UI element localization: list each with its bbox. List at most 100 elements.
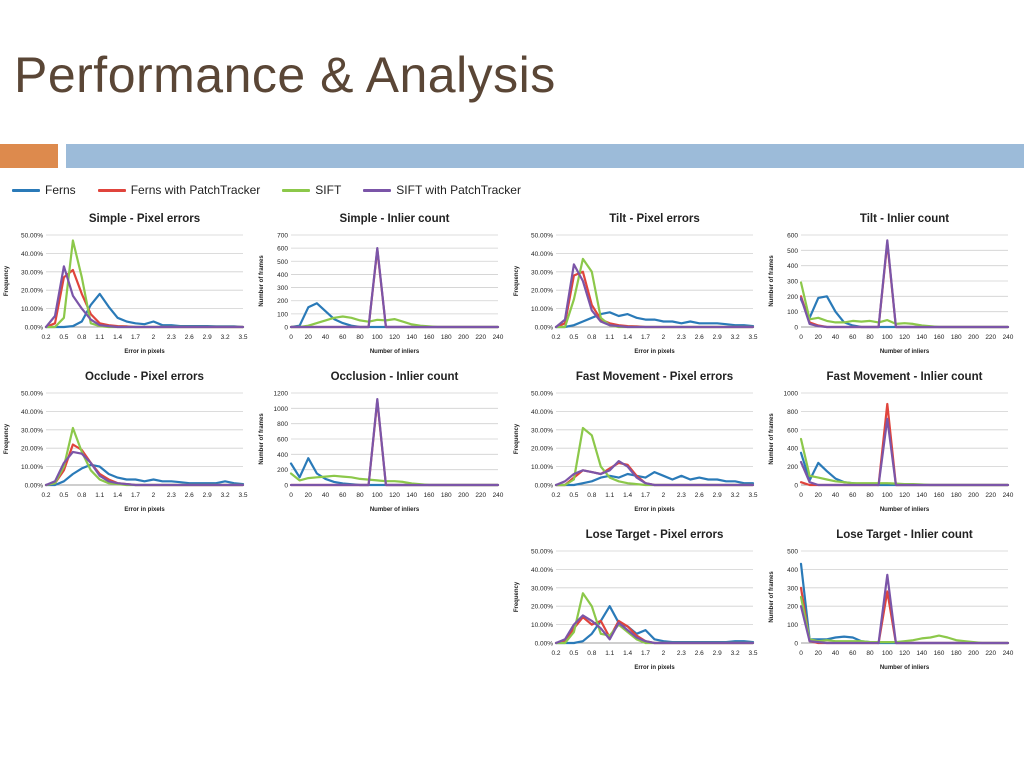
y-tick-label: 10.00%	[21, 306, 43, 313]
series-line-sift-with-patchtracker	[799, 417, 1010, 487]
x-tick-label: 100	[882, 334, 893, 341]
y-axis-title: Frequency	[514, 581, 520, 612]
series-line-sift-with-patchtracker	[289, 397, 500, 487]
y-tick-label: 100	[787, 622, 798, 629]
x-tick-label: 0.2	[551, 492, 560, 499]
y-tick-label: 40.00%	[531, 251, 553, 258]
y-tick-label: 50.00%	[531, 233, 553, 240]
x-axis-title: Error in pixels	[124, 349, 165, 355]
chart-occlusion-inlier-count: Occlusion - Inlier count0200400600800100…	[259, 371, 504, 513]
y-tick-label: 20.00%	[531, 288, 553, 295]
series-line-sift-with-patchtracker	[44, 265, 245, 329]
chart-title: Tilt - Inlier count	[860, 213, 949, 225]
y-tick-label: 0.00%	[535, 483, 554, 490]
series-line-ferns	[554, 470, 755, 487]
x-tick-label: 1.4	[113, 334, 122, 341]
x-tick-label: 120	[389, 334, 400, 341]
x-tick-label: 0.8	[587, 334, 596, 341]
x-tick-label: 220	[985, 492, 996, 499]
y-tick-label: 30.00%	[21, 427, 43, 434]
series-line-ferns-with-patchtracker	[44, 443, 245, 487]
x-tick-label: 0	[289, 492, 293, 499]
x-tick-label: 2	[152, 492, 156, 499]
x-axis-title: Number of inliers	[370, 349, 420, 355]
x-tick-label: 200	[968, 492, 979, 499]
x-tick-label: 220	[985, 334, 996, 341]
x-tick-label: 0.2	[551, 334, 560, 341]
x-tick-label: 3.2	[221, 492, 230, 499]
x-axis-title: Error in pixels	[634, 665, 675, 671]
y-tick-label: 20.00%	[531, 604, 553, 611]
y-tick-label: 400	[787, 263, 798, 270]
x-axis-title: Number of inliers	[880, 507, 930, 513]
series-line-sift	[289, 315, 500, 329]
series-line-ferns-with-patchtracker	[799, 241, 1010, 329]
x-tick-label: 200	[458, 492, 469, 499]
x-tick-label: 2.9	[713, 492, 722, 499]
y-axis-title: Number of frames	[259, 413, 265, 465]
y-tick-label: 30.00%	[531, 585, 553, 592]
x-tick-label: 160	[424, 492, 435, 499]
x-tick-label: 1.4	[623, 650, 632, 657]
y-tick-label: 0	[284, 325, 288, 332]
y-tick-label: 0	[794, 325, 798, 332]
series-line-sift	[799, 437, 1010, 487]
x-axis-title: Number of inliers	[370, 507, 420, 513]
series-line-sift-with-patchtracker	[44, 450, 245, 487]
x-tick-label: 1.7	[641, 334, 650, 341]
y-tick-label: 10.00%	[531, 306, 553, 313]
x-tick-label: 100	[882, 492, 893, 499]
x-tick-label: 2.6	[695, 334, 704, 341]
y-tick-label: 300	[787, 279, 798, 286]
y-tick-label: 0.00%	[25, 483, 44, 490]
chart-title: Simple - Inlier count	[340, 213, 450, 225]
y-tick-label: 40.00%	[21, 251, 43, 258]
x-tick-label: 3.2	[221, 334, 230, 341]
y-tick-label: 20.00%	[21, 288, 43, 295]
series-line-sift-with-patchtracker	[799, 573, 1010, 645]
y-tick-label: 200	[787, 294, 798, 301]
y-axis-title: Number of frames	[259, 255, 265, 307]
x-axis-title: Error in pixels	[634, 507, 675, 513]
y-tick-label: 1000	[274, 406, 289, 413]
x-axis-title: Error in pixels	[124, 507, 165, 513]
y-tick-label: 0	[794, 641, 798, 648]
x-tick-label: 200	[458, 334, 469, 341]
x-tick-label: 0	[799, 650, 803, 657]
chart-title: Occlude - Pixel errors	[85, 371, 204, 383]
y-tick-label: 100	[787, 309, 798, 316]
x-tick-label: 0.5	[59, 334, 68, 341]
x-tick-label: 3.5	[748, 492, 757, 499]
y-tick-label: 40.00%	[531, 409, 553, 416]
y-tick-label: 30.00%	[531, 427, 553, 434]
chart-grid: Simple - Pixel errors 0.00% 10.00% 20.00% 30…	[0, 200, 1024, 680]
accent-bar-blue	[66, 144, 1024, 168]
y-tick-label: 700	[277, 233, 288, 240]
series-line-sift	[44, 426, 245, 487]
chart-simple-inlier-count: Simple - Inlier count0100200300400500600…	[259, 213, 504, 355]
series-line-sift	[289, 472, 500, 487]
y-tick-label: 0.00%	[535, 641, 554, 648]
series-line-ferns-with-patchtracker	[799, 586, 1010, 645]
x-tick-label: 20	[305, 492, 313, 499]
y-tick-label: 1200	[274, 391, 289, 398]
x-tick-label: 2.9	[203, 334, 212, 341]
x-tick-label: 0.5	[569, 492, 578, 499]
x-tick-label: 0	[799, 334, 803, 341]
x-tick-label: 2.6	[185, 334, 194, 341]
legend-swatch-sift-patchtracker	[363, 188, 392, 192]
series-line-ferns	[799, 562, 1010, 645]
x-tick-label: 1.7	[641, 650, 650, 657]
y-tick-label: 200	[277, 467, 288, 474]
series-line-sift-with-patchtracker	[799, 239, 1010, 329]
x-tick-label: 3.5	[238, 334, 247, 341]
x-tick-label: 80	[866, 492, 874, 499]
x-tick-label: 80	[356, 334, 364, 341]
chart-fast-movement-inlier-count: Fast Movement - Inlier count020040060080…	[769, 371, 1014, 513]
x-axis-title: Number of inliers	[880, 665, 930, 671]
y-tick-label: 400	[277, 452, 288, 459]
y-tick-label: 500	[277, 259, 288, 266]
y-tick-label: 20.00%	[531, 446, 553, 453]
y-tick-label: 400	[787, 567, 798, 574]
x-tick-label: 240	[1003, 334, 1014, 341]
